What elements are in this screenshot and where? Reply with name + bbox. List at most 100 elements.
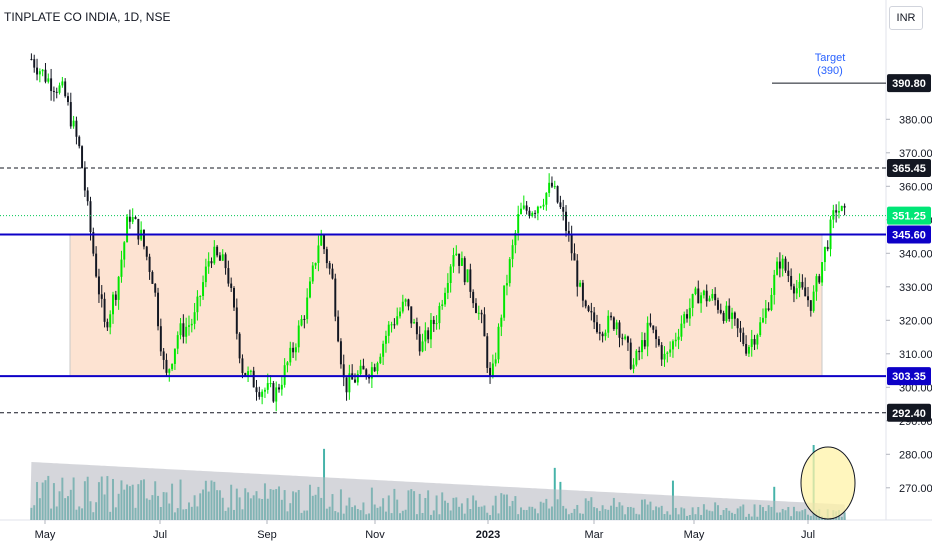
candle-body [199,295,202,297]
x-tick-label: Sep [257,529,277,541]
price-tag-label: 365.45 [892,163,926,175]
candle-body [745,343,748,354]
candle-body [47,78,50,82]
candle-body [342,364,345,378]
candle-body [283,365,286,385]
candle-body [776,261,779,275]
candle-body [697,288,700,304]
time-axis[interactable]: May Jul Sep Nov 2023 Mar May Jul [35,520,815,541]
candle-body [747,346,750,354]
candle-body [601,333,604,337]
candle-body [722,312,725,321]
candle-body [542,204,545,207]
candle-body [162,351,165,360]
price-levels [0,82,886,414]
candle-body [280,384,283,390]
candle-body [837,210,840,213]
candle-body [286,362,289,366]
candle-body [708,298,711,302]
chart-title: TINPLATE CO INDIA, 1D, NSE [4,10,171,24]
candle-body [525,205,528,211]
candle-body [562,207,565,212]
candle-body [643,340,646,347]
y-tick-label: 320.00 [899,315,932,327]
candle-body [317,245,320,264]
candle-body [204,266,207,283]
candle-body [497,326,500,360]
x-tick-label: Nov [365,529,385,541]
candle-body [89,201,92,233]
candle-body [553,186,556,188]
candle-body [438,305,441,324]
candle-body [348,373,351,393]
y-tick-label: 310.00 [899,349,932,361]
candle-body [421,341,424,352]
candle-body [320,235,323,246]
candle-body [278,387,281,390]
candle-body [294,347,297,353]
candle-body [618,322,621,338]
candle-body [227,268,230,284]
candle-body [424,330,427,342]
candle-body [384,335,387,344]
candle-body [142,229,145,247]
candle-body [345,377,348,393]
candle-body [157,292,160,327]
candle-body [677,336,680,340]
price-tag-bg [887,74,931,93]
candle-body [362,365,365,370]
candle-body [466,269,469,283]
candle-body [517,214,520,233]
candle-body [767,308,770,310]
candle-body [559,202,562,208]
candle-body [159,326,162,352]
candle-body [117,276,120,300]
y-tick-label: 330.00 [899,282,932,294]
x-tick-label: Mar [585,529,604,541]
y-tick-label: 300.00 [899,382,932,394]
candle-body [455,253,458,256]
candle-body [458,253,461,266]
candle-body [486,336,489,368]
candle-body [565,211,568,231]
candle-body [472,291,475,304]
x-tick-label: May [684,529,705,541]
candle-body [548,182,551,193]
candle-body [674,339,677,342]
candle-body [247,371,250,377]
candle-body [224,254,227,269]
x-tick-label: May [35,529,56,541]
candle-body [427,330,430,340]
candle-body [233,287,235,308]
candle-body [67,96,69,103]
candle-body [823,246,826,263]
candle-body [590,311,593,313]
candle-body [75,120,78,137]
candle-body [764,308,767,318]
candle-body [370,367,373,379]
candle-body [570,234,573,254]
candle-body [97,276,100,295]
candle-body [72,120,75,127]
candle-body [790,275,793,287]
candle-body [444,292,447,305]
candle-body [452,255,455,267]
candle-body [148,256,151,272]
target-label: Target [814,52,846,64]
candle-body [612,317,615,330]
candle-body [429,319,432,340]
candle-body [269,383,272,385]
candle-body [339,341,342,365]
candle-body [804,287,807,297]
candle-body [331,268,334,279]
candle-body [621,337,624,339]
candle-body [826,246,829,250]
currency-button[interactable]: INR [889,6,923,30]
candle-body [632,364,635,369]
candle-body [413,322,416,324]
candle-body [792,286,795,294]
candle-body [441,304,444,306]
candle-body [629,342,632,369]
candle-body [705,290,708,302]
candle-body [725,305,728,321]
